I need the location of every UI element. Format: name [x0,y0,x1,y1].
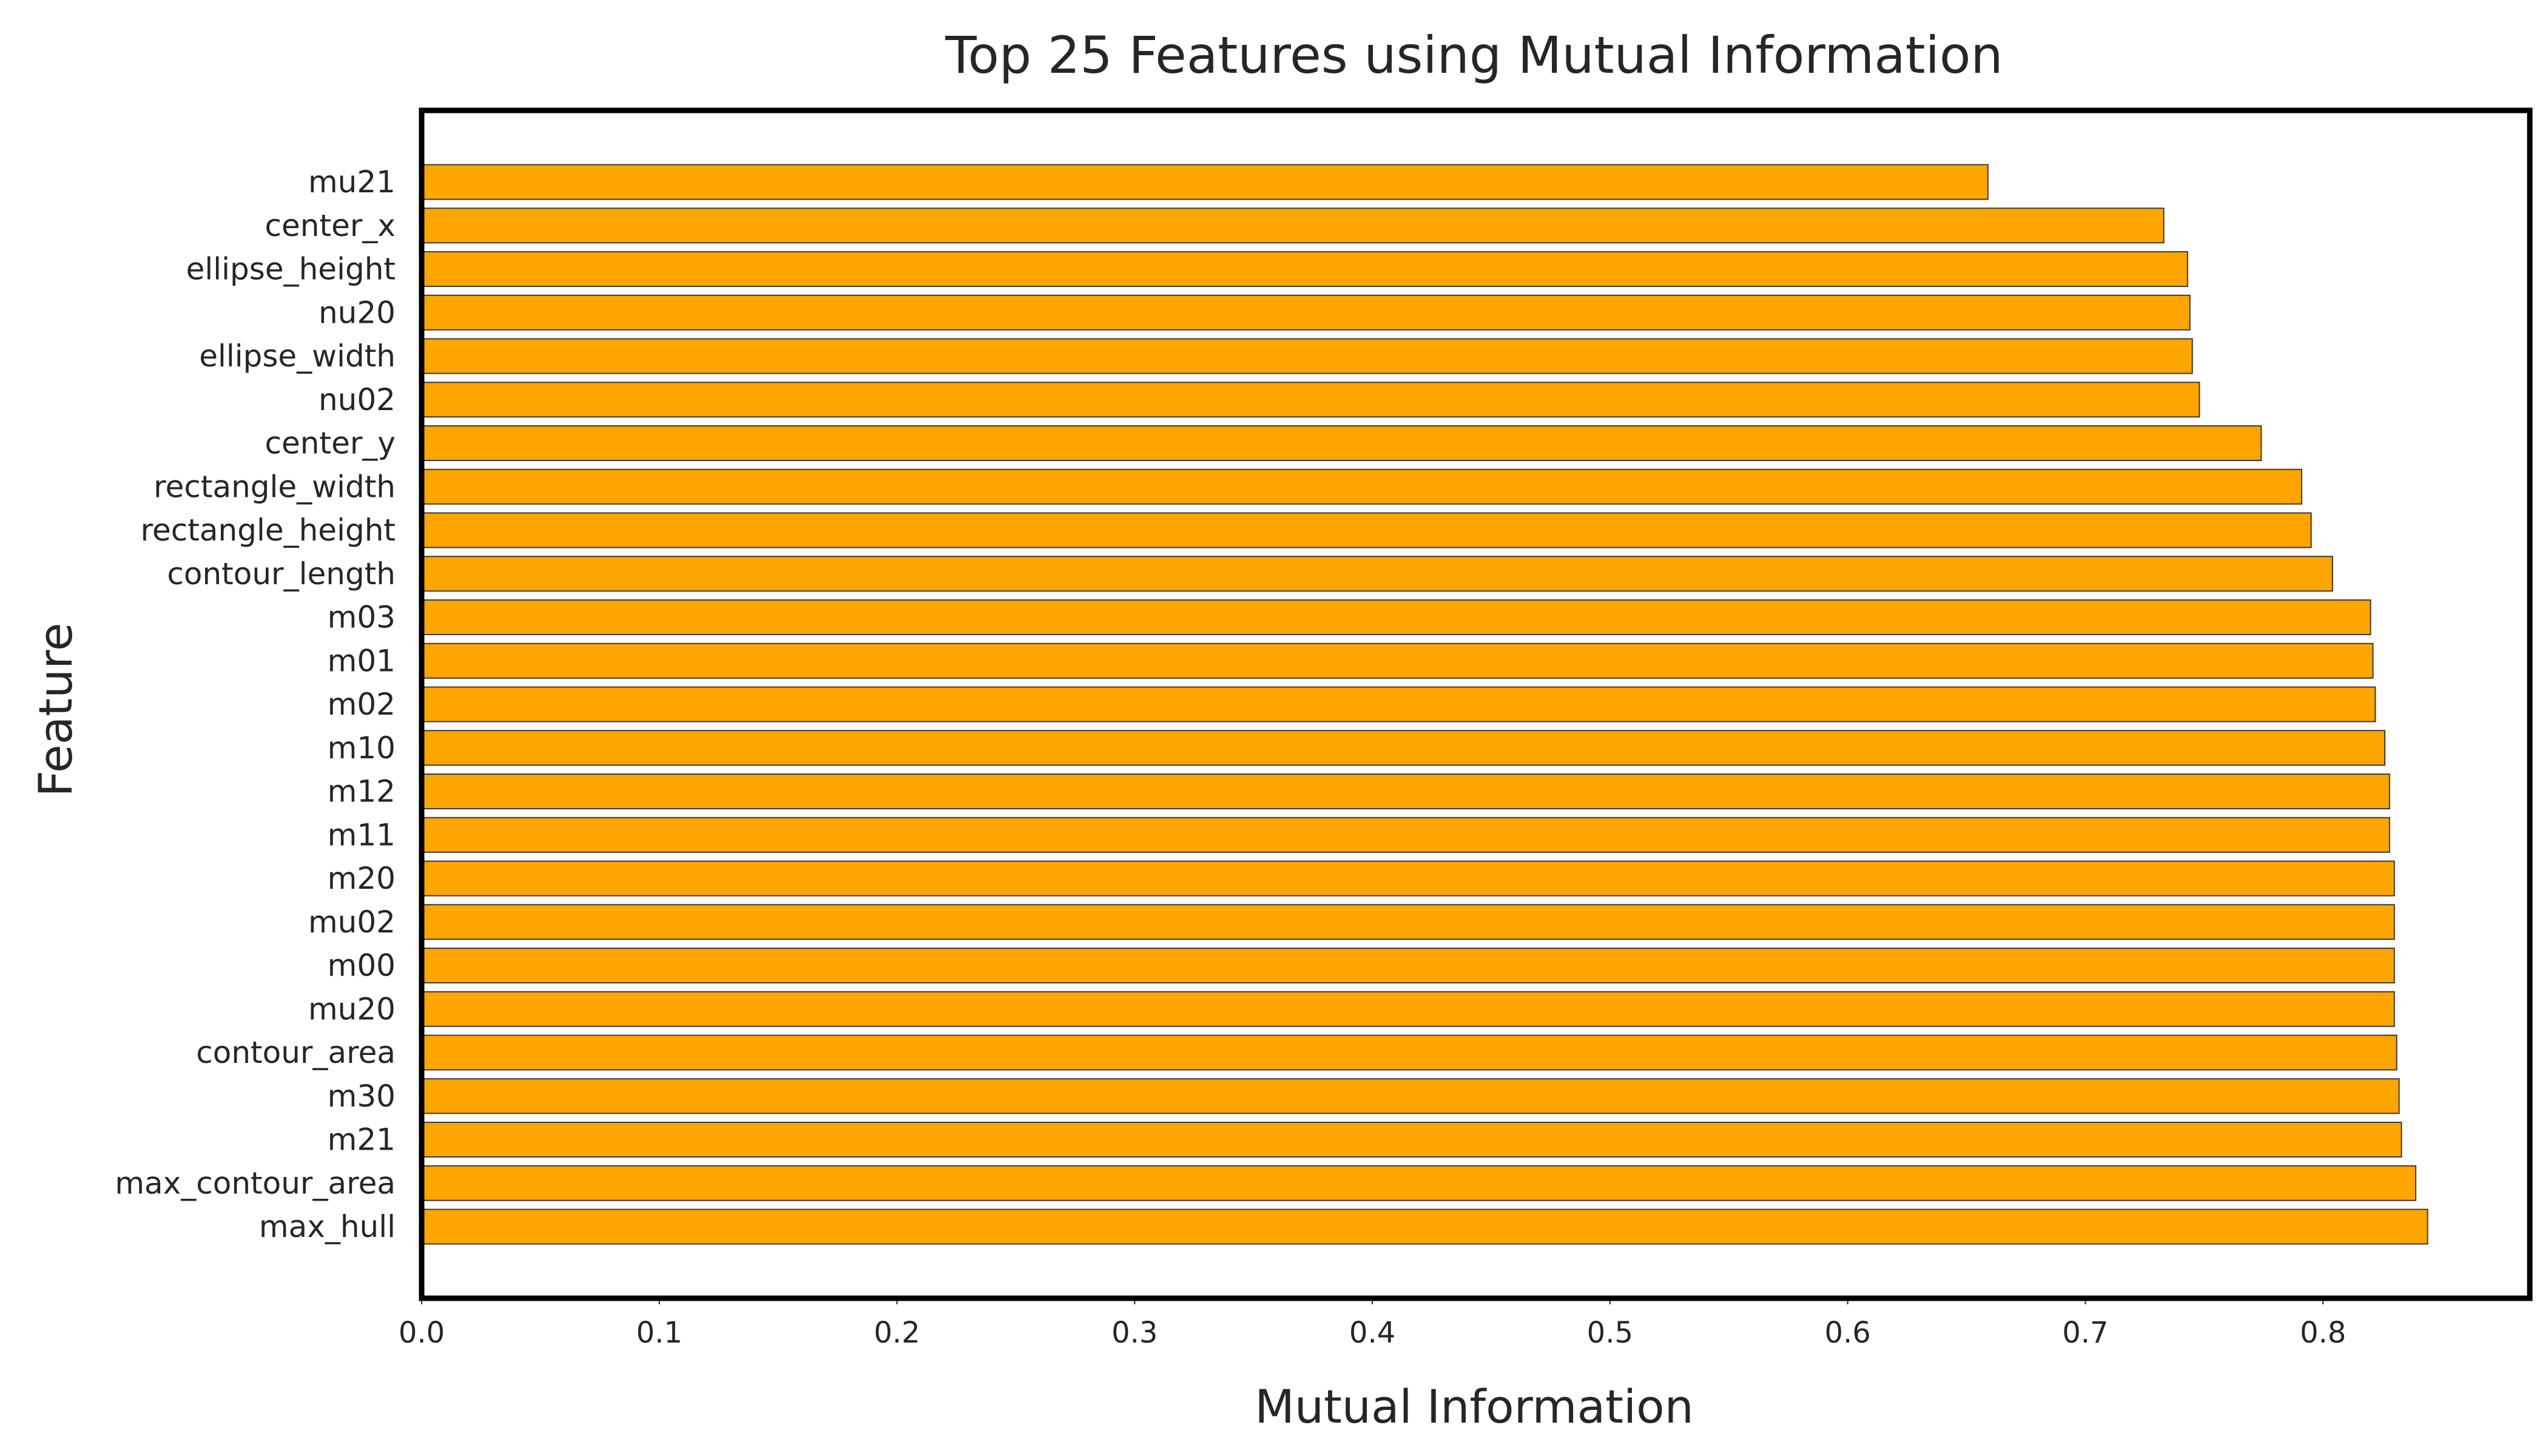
y-tick-label: mu20 [308,991,396,1026]
y-tick-label: m30 [328,1079,396,1114]
bar-rectangle-height [421,512,2312,548]
y-tick-label: nu20 [318,295,396,330]
bar-max-contour-area [421,1165,2416,1201]
y-tick-label: mu21 [308,164,396,200]
y-tick-label: m00 [328,948,396,983]
bar-contour-area [421,1034,2398,1071]
bar-contour-length [421,556,2333,592]
bar-m30 [421,1078,2400,1114]
y-axis-label: Feature [29,622,83,797]
y-tick-label: ellipse_height [186,252,396,287]
bar-m20 [421,860,2395,897]
x-tick-label: 0.4 [1349,1316,1395,1350]
y-tick-label: m02 [328,687,396,722]
bar-m03 [421,599,2371,635]
x-tick-label: 0.8 [2300,1316,2346,1350]
y-tick-label: m12 [328,774,396,809]
bar-nu20 [421,294,2191,331]
y-tick-label: center_x [265,208,396,243]
y-tick-label: mu02 [308,905,396,940]
y-tick-label: max_hull [259,1209,396,1244]
y-tick-label: rectangle_width [153,469,396,504]
x-axis-label: Mutual Information [1255,1380,1693,1434]
x-tick-label: 0.0 [399,1316,445,1350]
y-tick-label: center_y [265,426,396,461]
y-tick-label: contour_length [167,556,396,592]
y-tick-label: m11 [328,817,396,852]
bar-m12 [421,774,2390,809]
bar-mu02 [421,904,2395,940]
bar-m11 [421,817,2390,853]
bar-group [421,164,2428,1245]
bar-rectangle-width [421,468,2302,505]
bar-ellipse-width [421,338,2193,374]
x-tick-label: 0.3 [1111,1316,1158,1350]
bar-m02 [421,686,2376,723]
y-tick-label: ellipse_width [199,339,396,374]
bar-max-hull [421,1208,2428,1245]
y-tick-label: contour_area [196,1035,396,1070]
x-tick-label: 0.2 [874,1316,920,1350]
bar-center-x [421,207,2165,244]
bar-center-y [421,425,2262,461]
bar-ellipse-height [421,251,2188,287]
plot-area-frame [419,107,2533,1301]
y-tick-label: m20 [328,861,396,896]
y-tick-label: nu02 [318,382,396,417]
y-tick-label: m03 [328,600,396,635]
x-tick-labels: 0.0 0.1 0.2 0.3 0.4 0.5 0.6 0.7 0.8 [399,1298,2346,1350]
y-tick-label: rectangle_height [141,513,396,548]
x-tick-label: 0.6 [1824,1316,1870,1350]
x-tick-label: 0.5 [1587,1316,1633,1350]
y-tick-label: m01 [328,643,396,678]
bar-mu20 [421,991,2395,1027]
x-tick-label: 0.7 [2062,1316,2108,1350]
y-tick-label: m21 [328,1122,396,1158]
bar-m21 [421,1122,2402,1158]
y-tick-label: m10 [328,730,396,766]
bar-nu02 [421,382,2200,418]
bar-m00 [421,948,2395,983]
bar-m01 [421,642,2374,679]
chart-title: Top 25 Features using Mutual Information [945,25,2003,85]
y-tick-labels: mu21 center_x ellipse_height nu20 ellipse_wi… [115,164,396,1244]
bar-m10 [421,730,2386,766]
x-tick-label: 0.1 [636,1316,682,1350]
y-tick-label: max_contour_area [115,1165,396,1201]
bar-mu21 [421,164,1989,200]
